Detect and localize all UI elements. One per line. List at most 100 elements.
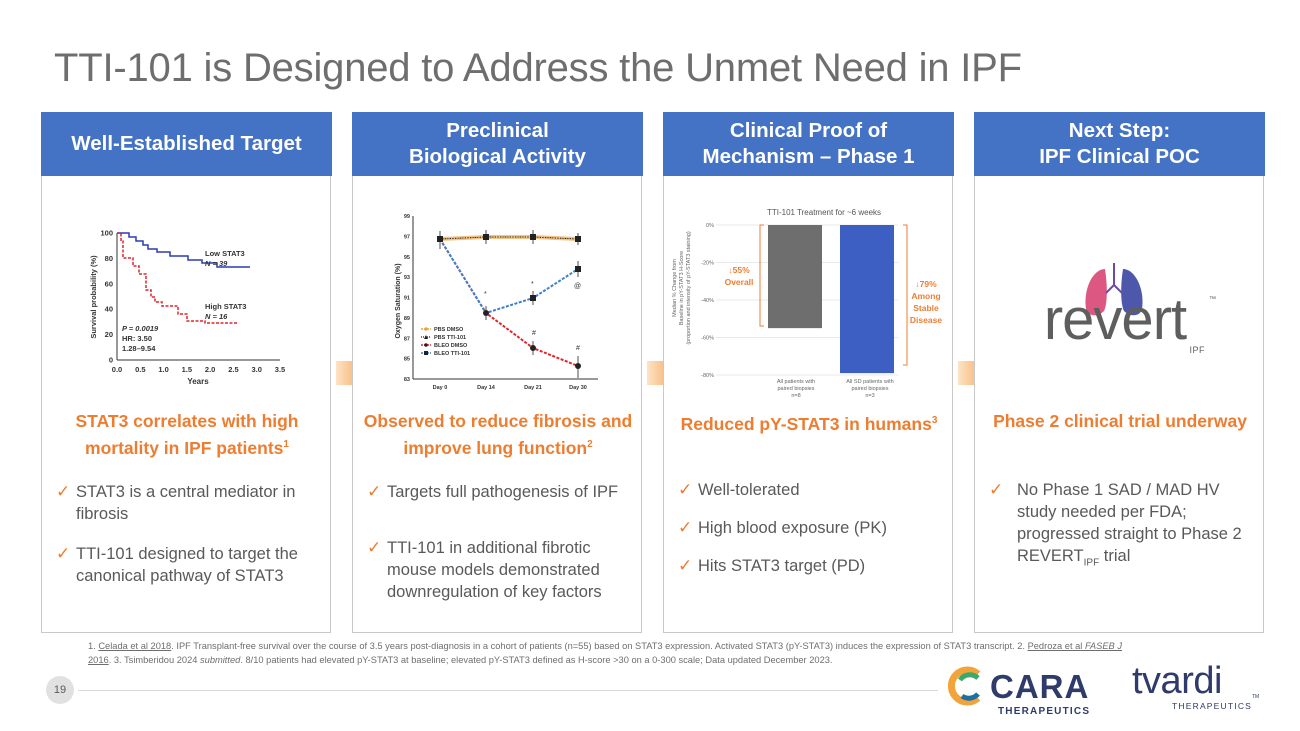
page-number: 19 [46, 676, 74, 704]
callout-line: Overall [725, 277, 754, 287]
o2-xtick: Day 30 [569, 385, 587, 391]
bullet-item: ✓ Hits STAT3 target (PD) [678, 555, 948, 577]
bullet-text: Targets full pathogenesis of IPF [387, 483, 619, 501]
bar-ytick: -20% [701, 261, 714, 267]
bar-label-line: All patients with [777, 379, 815, 385]
check-icon: ✓ [678, 480, 693, 499]
card-heading-line: Preclinical [446, 119, 549, 142]
bullet-text: Hits STAT3 target (PD) [698, 557, 866, 575]
lungs-icon [1085, 263, 1143, 316]
bullet-item: ✓ No Phase 1 SAD / MAD HV study needed pe… [989, 479, 1259, 574]
revert-ipf-sub: IPF [1189, 345, 1205, 355]
ref-author: Pedroza et al [1027, 641, 1085, 651]
card-subtitle-text: STAT3 correlates with high mortality in … [75, 411, 299, 458]
card-subtitle: STAT3 correlates with high mortality in … [42, 409, 332, 460]
o2-ytick: 99 [404, 214, 410, 220]
o2-legend: PBS DMSO PBS TTI-101 BLEO DMSO BLEO TTI-… [421, 327, 470, 357]
check-icon: ✓ [56, 482, 71, 501]
revert-ipf-logo: revert ™ IPF [975, 193, 1265, 403]
ref-year: 2016 [88, 654, 109, 665]
card-heading-line: Next Step: [1068, 119, 1171, 142]
km-low-n: N = 39 [205, 259, 228, 268]
cara-wordmark: CARA [990, 668, 1090, 705]
callout-stable-disease: ↓79% Among Stable Disease [910, 279, 942, 325]
bullet-text: TTI-101 in additional fibrotic mouse mod… [387, 539, 602, 601]
km-survival-chart: 0 20 40 60 80 100 0.0 0.5 1.0 1.5 2.0 2.5 3.0 3.5 Su… [42, 193, 332, 403]
card-next-step: Next Step: IPF Clinical POC revert ™ IPF… [974, 112, 1265, 633]
bullet-text: Well-tolerated [698, 481, 800, 499]
ref-journal: FASEB J [1084, 641, 1122, 651]
card-subtitle-text: Reduced pY-STAT3 in humans [680, 413, 932, 434]
km-ytick: 100 [100, 229, 113, 238]
bar-ytick: -40% [701, 298, 714, 304]
bullet-text-main: No Phase 1 SAD / MAD HV study needed per… [1017, 481, 1242, 565]
check-icon: ✓ [367, 538, 382, 557]
o2-ytick: 97 [404, 234, 410, 240]
bullet-text: TTI-101 designed to target the canonical… [76, 545, 298, 585]
callout-overall: ↓55% Overall [725, 265, 754, 287]
bullet-item: ✓ TTI-101 in additional fibrotic mouse mo… [367, 537, 637, 603]
footnote-text: . IPF Transplant-free survival over the … [171, 641, 1028, 651]
callout-line: Among [911, 291, 940, 301]
slide-title: TTI-101 is Designed to Address the Unmet… [54, 46, 1022, 90]
footnote-ref-link[interactable]: Celada et al 2018 [98, 641, 172, 651]
callout-line: Stable [913, 303, 939, 313]
o2-ytick: 89 [404, 316, 410, 322]
significance-mark: * [484, 291, 487, 298]
card-subtitle: Reduced pY-STAT3 in humans3 [664, 409, 954, 436]
km-high-stat3-curve [117, 232, 238, 324]
km-xtick: 1.0 [158, 365, 168, 374]
bullet-text: STAT3 is a central mediator in fibrosis [76, 483, 296, 523]
revert-wordmark: revert [1044, 287, 1187, 352]
km-xtick: 1.5 [182, 365, 192, 374]
km-ytick: 0 [109, 356, 113, 365]
check-icon: ✓ [678, 518, 693, 537]
bar-ytick: -80% [701, 373, 714, 379]
footnote-ref: 3 [931, 415, 938, 426]
km-xtick: 3.0 [251, 365, 261, 374]
footnote-text: . 8/10 patients had elevated pY-STAT3 at… [240, 654, 833, 665]
footnote-ref: 1 [283, 439, 289, 450]
o2-ytick: 83 [404, 377, 410, 383]
bullet-item: ✓ Targets full pathogenesis of IPF [367, 481, 637, 503]
pystat3-bar-chart: TTI-101 Treatment for ~6 weeks Median % … [664, 193, 954, 403]
bullet-item: ✓ TTI-101 designed to target the canonica… [56, 543, 326, 587]
significance-mark: @ [574, 283, 581, 290]
ylabel-line: (proportion and intensity of pY-STAT3 st… [686, 231, 692, 344]
footnote-prefix: 1. [88, 641, 99, 651]
km-xlabel: Years [187, 377, 209, 386]
callout-line: ↓55% [728, 265, 750, 275]
km-ytick: 20 [105, 330, 113, 339]
card-preclinical: Preclinical Biological Activity 83 85 87 89… [352, 112, 643, 633]
km-xtick: 3.5 [275, 365, 285, 374]
tvardi-subtitle: THERAPEUTICS [1172, 701, 1253, 711]
oxygen-saturation-chart: 83 85 87 89 91 93 95 97 99 Day 0 Day 14 Day 21 Day … [353, 193, 643, 403]
km-high-label: High STAT3 [205, 302, 246, 311]
bar-label-line: paired biopsies [852, 386, 889, 392]
bullet-text-sub: IPF [1083, 557, 1100, 569]
card-heading-line: Mechanism – Phase 1 [702, 145, 915, 168]
footnote-ref-link[interactable]: Pedroza et al FASEB J 2016 [88, 641, 1122, 665]
o2-legend-item: BLEO DMSO [434, 343, 468, 349]
ylabel-line: Baseline in pY-STAT3 H-Score [679, 251, 685, 326]
bullet-text: No Phase 1 SAD / MAD HV study needed per… [989, 479, 1259, 574]
o2-ytick: 87 [404, 336, 410, 342]
o2-xtick: Day 14 [477, 385, 496, 391]
bullet-item: ✓ High blood exposure (PK) [678, 517, 948, 539]
o2-ytick: 93 [404, 275, 410, 281]
card-subtitle: Observed to reduce fibrosis and improve … [353, 409, 643, 460]
card-heading: Next Step: IPF Clinical POC [974, 112, 1265, 176]
footnote-ref: 2 [587, 439, 593, 450]
check-icon: ✓ [678, 556, 693, 575]
bar-label-1: All patients with paired biopsies n=8 [777, 379, 815, 399]
check-icon: ✓ [367, 482, 382, 501]
o2-ylabel: Oxygen Saturation (%) [395, 263, 402, 338]
o2-legend-item: PBS TTI-101 [434, 335, 466, 341]
footnote: 1. Celada et al 2018. IPF Transplant-fre… [88, 640, 1138, 667]
card-heading: Preclinical Biological Activity [352, 112, 643, 176]
km-low-stat3-curve [117, 232, 250, 268]
km-xtick: 0.0 [112, 365, 122, 374]
significance-mark: # [532, 330, 536, 337]
bullet-item: ✓ STAT3 is a central mediator in fibrosis [56, 481, 326, 525]
bar-1 [768, 225, 822, 329]
